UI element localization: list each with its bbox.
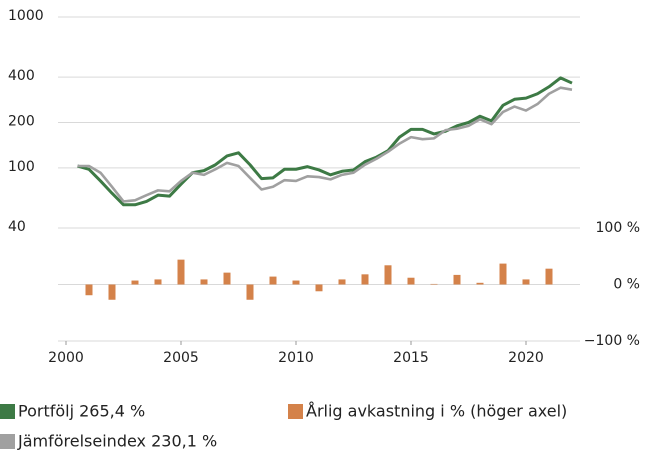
series-line xyxy=(77,86,573,203)
bar xyxy=(269,276,277,285)
y-tick-label: 400 xyxy=(8,68,35,84)
bar xyxy=(453,274,461,285)
legend-swatch xyxy=(288,404,303,419)
bar xyxy=(154,279,162,285)
y2-tick-label: −100 % xyxy=(584,333,640,349)
x-tick-label: 2005 xyxy=(163,350,199,366)
legend-label: Jämförelseindex 230,1 % xyxy=(17,432,217,451)
bar xyxy=(384,265,392,285)
y2-tick-label: 0 % xyxy=(613,277,640,293)
bar xyxy=(476,282,484,285)
bar xyxy=(430,283,438,285)
bar xyxy=(522,279,530,285)
bar xyxy=(338,279,346,285)
bar xyxy=(108,284,116,300)
x-tick-label: 2015 xyxy=(393,350,429,366)
bar xyxy=(361,274,369,285)
bar xyxy=(246,284,254,300)
bar xyxy=(223,272,231,285)
bar xyxy=(292,280,300,285)
bar xyxy=(407,277,415,285)
x-tick-label: 2010 xyxy=(278,350,314,366)
legend-swatch xyxy=(0,434,15,449)
legend-swatch xyxy=(0,404,15,419)
bar xyxy=(85,284,93,296)
legend-label: Portfölj 265,4 % xyxy=(18,402,145,421)
y-tick-label: 200 xyxy=(8,114,35,130)
legend-label: Årlig avkastning i % (höger axel) xyxy=(306,402,567,421)
y-tick-label: 1000 xyxy=(8,8,44,24)
y2-tick-label: 100 % xyxy=(596,220,640,236)
series-line xyxy=(77,76,573,207)
x-tick-label: 2000 xyxy=(48,350,84,366)
bar xyxy=(177,259,185,285)
bar xyxy=(131,280,139,285)
bar xyxy=(499,263,507,285)
y-tick-label: 100 xyxy=(8,159,35,175)
bar xyxy=(200,279,208,285)
bar xyxy=(315,284,323,292)
y-tick-label: 40 xyxy=(8,219,26,235)
x-tick-label: 2020 xyxy=(508,350,544,366)
bar xyxy=(545,268,553,285)
